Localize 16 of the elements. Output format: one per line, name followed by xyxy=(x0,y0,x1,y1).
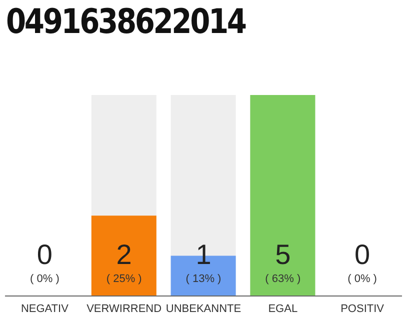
annotation: ( 0% ) xyxy=(348,273,377,285)
data-label: 0 xyxy=(354,239,370,270)
data-label: 2 xyxy=(116,239,132,270)
annotation: ( 25% ) xyxy=(106,273,142,285)
data-label: 5 xyxy=(275,239,291,270)
x-tick-label: NEGATIV xyxy=(20,302,70,315)
data-label: 0 xyxy=(36,239,52,270)
x-tick-label: VERWIRREND xyxy=(86,302,162,315)
x-tick-label: EGAL xyxy=(268,302,298,315)
data-label: 1 xyxy=(196,239,212,270)
x-tick-label: UNBEKANNTE xyxy=(166,302,242,315)
x-tick-label: POSITIV xyxy=(340,302,385,315)
chart-title: 0491638622014 xyxy=(6,2,246,42)
annotation: ( 13% ) xyxy=(186,273,222,285)
annotation: ( 63% ) xyxy=(265,273,301,285)
annotation: ( 0% ) xyxy=(30,273,60,285)
